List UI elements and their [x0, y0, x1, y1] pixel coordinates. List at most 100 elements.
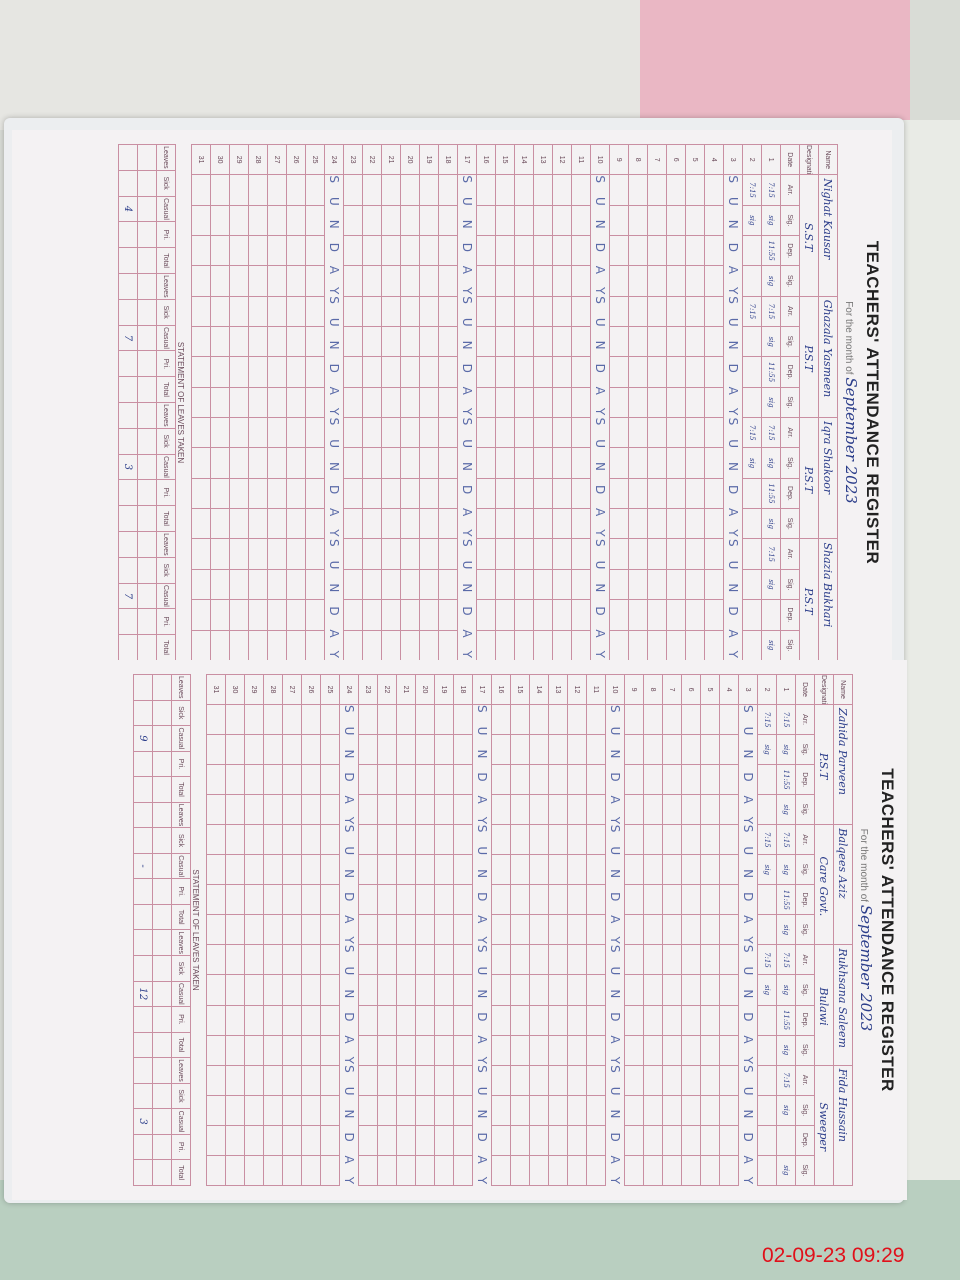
- attendance-cell: [548, 1035, 568, 1066]
- attendance-cell: [704, 205, 724, 236]
- attendance-cell: [552, 205, 572, 236]
- attendance-cell: [571, 174, 591, 206]
- attendance-cell: [415, 764, 435, 795]
- attendance-cell: [362, 296, 382, 327]
- month-value: September 2023: [857, 904, 875, 1032]
- table-row: 28: [263, 674, 283, 1186]
- attendance-cell: [400, 296, 420, 327]
- statement-cell: [137, 402, 157, 429]
- table-row: 12: [552, 144, 572, 661]
- statement-cell: [137, 221, 157, 248]
- attendance-cell: [510, 1035, 530, 1066]
- name-label: Name: [818, 144, 838, 175]
- attendance-cell: [495, 387, 515, 418]
- attendance-cell: [704, 326, 724, 357]
- attendance-cell: [586, 944, 606, 975]
- statement-row: 4 7 3 7: [118, 144, 138, 661]
- attendance-cell: [381, 599, 401, 630]
- teacher-name-row: Name Zahida Parveen Balqees Aziz Rukhsana S…: [833, 674, 853, 1186]
- attendance-cell: [263, 914, 283, 945]
- attendance-cell: [415, 734, 435, 765]
- attendance-cell: [419, 235, 439, 266]
- attendance-cell: [358, 914, 378, 945]
- table-row: 1 7:15 sig 11:55 sig 7:15 sig 11:55 sig 7:15 sig 11…: [761, 144, 781, 661]
- attendance-cell: 7:15: [761, 296, 781, 327]
- table-row: 26: [286, 144, 306, 661]
- leave-statement-table: Leaves Sick Casual Pri. Total Leaves Sick Casua…: [118, 144, 176, 661]
- attendance-cell: [552, 387, 572, 418]
- attendance-cell: [358, 704, 378, 735]
- statement-header: Casual: [156, 196, 176, 222]
- attendance-cell: [685, 205, 705, 236]
- table-row: 19: [419, 144, 439, 661]
- attendance-cell: [533, 296, 553, 327]
- attendance-cell: [685, 447, 705, 479]
- attendance-cell: [396, 1035, 416, 1066]
- attendance-cell: [381, 538, 401, 570]
- attendance-cell: [571, 296, 591, 327]
- sunday-mark: SUNDAY: [738, 1065, 758, 1186]
- table-row: 27: [267, 144, 287, 661]
- attendance-cell: [415, 854, 435, 885]
- month-line: For the month of September 2023: [857, 674, 875, 1186]
- attendance-cell: [267, 508, 287, 539]
- attendance-cell: [381, 478, 401, 509]
- attendance-cell: [742, 630, 762, 661]
- attendance-cell: [609, 478, 629, 509]
- attendance-cell: [700, 1005, 720, 1036]
- attendance-cell: [643, 1155, 663, 1186]
- table-row: 20: [415, 674, 435, 1186]
- attendance-cell: [685, 296, 705, 327]
- attendance-cell: [301, 824, 321, 855]
- attendance-cell: [609, 205, 629, 236]
- attendance-cell: [248, 265, 268, 297]
- attendance-cell: [229, 417, 249, 448]
- date-cell: 3: [723, 144, 743, 175]
- attendance-cell: [377, 704, 397, 735]
- attendance-cell: [529, 974, 549, 1006]
- attendance-cell: [225, 1095, 245, 1126]
- attendance-cell: [628, 205, 648, 236]
- statement-cell: [133, 1159, 153, 1186]
- attendance-cell: [552, 599, 572, 630]
- column-header: Arr.: [795, 704, 815, 735]
- attendance-cell: [662, 884, 682, 915]
- attendance-cell: [567, 794, 587, 825]
- attendance-cell: [362, 326, 382, 357]
- attendance-cell: [529, 734, 549, 765]
- attendance-cell: [491, 1035, 511, 1066]
- attendance-cell: [419, 630, 439, 661]
- attendance-cell: [286, 235, 306, 266]
- attendance-cell: [206, 704, 226, 735]
- attendance-cell: [491, 1005, 511, 1036]
- attendance-cell: [628, 417, 648, 448]
- attendance-cell: [225, 1155, 245, 1186]
- attendance-cell: [719, 854, 739, 885]
- statement-cell: [152, 725, 172, 752]
- attendance-cell: [419, 599, 439, 630]
- attendance-cell: [495, 478, 515, 509]
- statement-cell: [118, 479, 138, 506]
- attendance-cell: [419, 265, 439, 297]
- column-header: Dep.: [780, 356, 800, 388]
- statement-header: Sick: [171, 1083, 191, 1109]
- attendance-cell: [624, 854, 644, 885]
- attendance-cell: [704, 356, 724, 388]
- attendance-cell: [381, 630, 401, 661]
- attendance-cell: [533, 265, 553, 297]
- attendance-cell: [514, 387, 534, 418]
- table-row: 19: [434, 674, 454, 1186]
- table-row: 2 7:15 sig 7:15 sig 7:15 sig: [757, 674, 777, 1186]
- attendance-cell: [419, 387, 439, 418]
- attendance-cell: [666, 356, 686, 388]
- attendance-cell: [343, 478, 363, 509]
- attendance-cell: [434, 1125, 454, 1156]
- attendance-cell: sig: [776, 974, 796, 1006]
- statement-cell: [152, 802, 172, 828]
- attendance-cell: [305, 447, 325, 479]
- attendance-cell: [533, 235, 553, 266]
- attendance-cell: [757, 1035, 777, 1066]
- attendance-cell: [381, 356, 401, 388]
- attendance-cell: [381, 205, 401, 236]
- attendance-cell: [628, 508, 648, 539]
